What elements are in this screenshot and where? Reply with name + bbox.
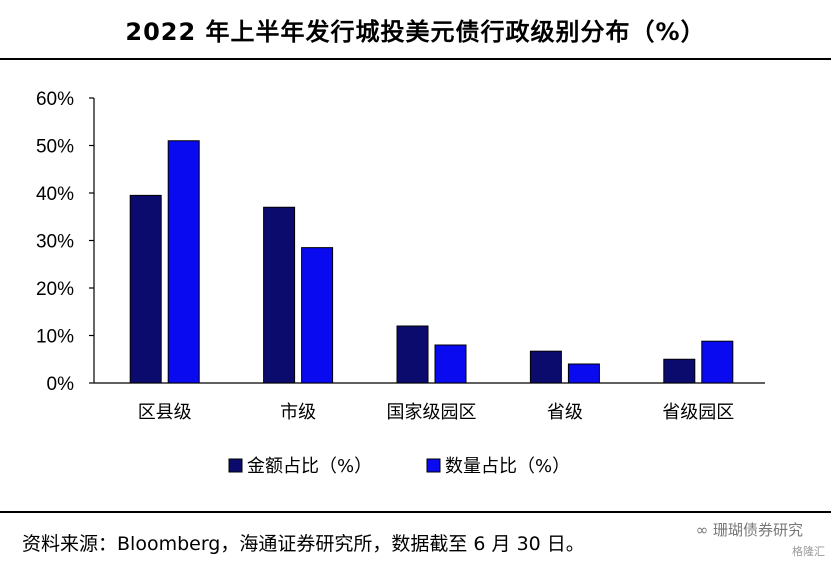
y-tick-label: 0% — [47, 374, 75, 395]
legend-label-2: 数量占比（%） — [445, 456, 570, 477]
bar-1 — [529, 350, 562, 384]
x-tick-label: 区县级 — [138, 402, 192, 423]
bar-chart: 0% 10% 20% 30% 40% 50% 60% 区县级 市级 国家级园区 省级 省级园区金额占比… — [36, 89, 765, 477]
y-tick-label: 60% — [36, 89, 74, 110]
watermark-logo: 格隆汇 — [792, 545, 825, 558]
legend-swatch-1 — [228, 458, 243, 473]
bar-1 — [263, 206, 296, 384]
legend-label-1: 金额占比（%） — [247, 456, 372, 477]
top-rule — [0, 58, 831, 60]
y-tick-label: 20% — [36, 279, 74, 300]
legend-swatch-2 — [426, 458, 441, 473]
bar-1 — [663, 358, 696, 384]
chart-title: 2022 年上半年发行城投美元债行政级别分布（%） — [125, 18, 706, 46]
source-note: 资料来源：Bloomberg，海通证券研究所，数据截至 6 月 30 日。 — [22, 533, 585, 555]
x-tick-label: 市级 — [280, 402, 316, 423]
bar-2 — [301, 247, 334, 384]
x-tick-label: 省级 — [547, 402, 583, 423]
y-tick-label: 50% — [36, 137, 74, 158]
bar-2 — [567, 363, 600, 384]
bar-2 — [167, 140, 200, 384]
bar-2 — [701, 340, 734, 384]
bottom-rule — [0, 511, 831, 513]
y-tick-label: 30% — [36, 232, 74, 253]
x-tick-label: 国家级园区 — [387, 402, 477, 423]
watermark: ∞ 珊瑚债券研究 — [695, 521, 803, 539]
bar-1 — [129, 194, 162, 384]
y-tick-label: 40% — [36, 184, 74, 205]
bar-2 — [434, 344, 467, 384]
x-tick-label: 省级园区 — [662, 402, 734, 423]
y-tick-label: 10% — [36, 327, 74, 348]
bar-1 — [396, 325, 429, 384]
